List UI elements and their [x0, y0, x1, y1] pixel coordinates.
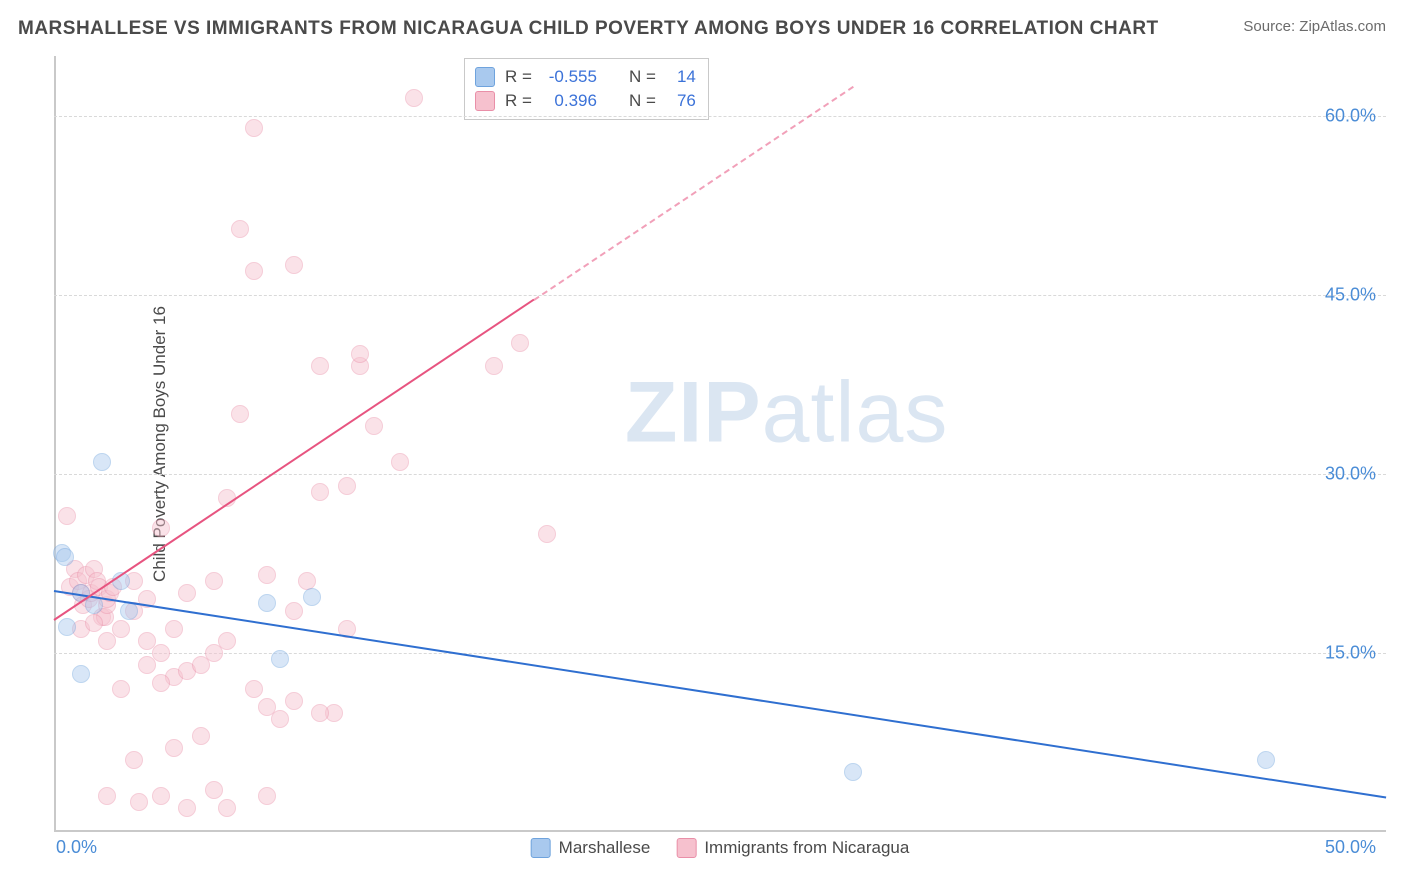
n-value: 76 [666, 91, 696, 111]
scatter-point [351, 345, 369, 363]
scatter-point [258, 566, 276, 584]
scatter-point [365, 417, 383, 435]
scatter-point [311, 357, 329, 375]
series-swatch [475, 67, 495, 87]
n-value: 14 [666, 67, 696, 87]
scatter-point [245, 119, 263, 137]
scatter-point [58, 507, 76, 525]
legend-label: Marshallese [559, 838, 651, 858]
chart-area: Child Poverty Among Boys Under 16 ZIPatl… [50, 56, 1386, 832]
scatter-point [98, 787, 116, 805]
legend-label: Immigrants from Nicaragua [704, 838, 909, 858]
correlation-stats-box: R = -0.555 N = 14 R = 0.396 N = 76 [464, 58, 709, 120]
x-tick-max: 50.0% [1325, 837, 1376, 858]
scatter-point [285, 602, 303, 620]
scatter-point [178, 799, 196, 817]
scatter-point [152, 674, 170, 692]
scatter-point [485, 357, 503, 375]
y-tick-label: 45.0% [1325, 284, 1376, 305]
stat-row: R = 0.396 N = 76 [475, 89, 696, 113]
scatter-point [338, 477, 356, 495]
series-swatch [475, 91, 495, 111]
scatter-point [138, 656, 156, 674]
scatter-point [85, 614, 103, 632]
scatter-point [56, 548, 74, 566]
scatter-point [218, 799, 236, 817]
scatter-point [231, 405, 249, 423]
legend-item: Marshallese [531, 838, 651, 858]
scatter-point [112, 680, 130, 698]
scatter-point [120, 602, 138, 620]
watermark-bold: ZIP [625, 364, 762, 460]
gridline [54, 474, 1386, 475]
scatter-point [405, 89, 423, 107]
scatter-point [178, 584, 196, 602]
scatter-point [1257, 751, 1275, 769]
scatter-point [391, 453, 409, 471]
scatter-point [538, 525, 556, 543]
scatter-point [72, 665, 90, 683]
scatter-point [311, 483, 329, 501]
scatter-point [231, 220, 249, 238]
gridline [54, 295, 1386, 296]
scatter-point [165, 739, 183, 757]
scatter-point [258, 594, 276, 612]
trend-line [53, 299, 534, 621]
scatter-point [58, 618, 76, 636]
y-tick-label: 15.0% [1325, 642, 1376, 663]
chart-title: MARSHALLESE VS IMMIGRANTS FROM NICARAGUA… [18, 18, 1159, 40]
scatter-point [245, 680, 263, 698]
x-axis-line [54, 830, 1386, 832]
legend-item: Immigrants from Nicaragua [676, 838, 909, 858]
r-label: R = [505, 91, 532, 111]
r-label: R = [505, 67, 532, 87]
scatter-point [93, 453, 111, 471]
scatter-point [205, 572, 223, 590]
scatter-point [271, 650, 289, 668]
scatter-point [285, 692, 303, 710]
scatter-point [311, 704, 329, 722]
scatter-point [112, 620, 130, 638]
scatter-point [152, 519, 170, 537]
scatter-plot: ZIPatlas 0.0% 50.0% R =-0.555N =14R =0.3… [54, 56, 1386, 832]
scatter-point [218, 632, 236, 650]
scatter-point [511, 334, 529, 352]
r-value: -0.555 [542, 67, 597, 87]
r-value: 0.396 [542, 91, 597, 111]
y-tick-label: 30.0% [1325, 463, 1376, 484]
x-tick-min: 0.0% [56, 837, 97, 858]
scatter-point [205, 781, 223, 799]
source-link[interactable]: ZipAtlas.com [1299, 18, 1386, 35]
source-attribution: Source: ZipAtlas.com [1243, 18, 1386, 35]
source-label: Source: [1243, 18, 1295, 35]
legend-swatch [531, 838, 551, 858]
scatter-point [245, 262, 263, 280]
gridline [54, 653, 1386, 654]
scatter-point [165, 620, 183, 638]
watermark-light: atlas [762, 364, 949, 460]
legend-swatch [676, 838, 696, 858]
scatter-point [192, 727, 210, 745]
scatter-point [844, 763, 862, 781]
y-tick-label: 60.0% [1325, 105, 1376, 126]
scatter-point [271, 710, 289, 728]
x-legend: Marshallese Immigrants from Nicaragua [531, 838, 910, 858]
scatter-point [285, 256, 303, 274]
gridline [54, 116, 1386, 117]
scatter-point [130, 793, 148, 811]
watermark: ZIPatlas [625, 363, 948, 462]
scatter-point [125, 751, 143, 769]
n-label: N = [629, 91, 656, 111]
scatter-point [152, 787, 170, 805]
n-label: N = [629, 67, 656, 87]
scatter-point [258, 787, 276, 805]
stat-row: R = -0.555 N = 14 [475, 65, 696, 89]
scatter-point [303, 588, 321, 606]
y-axis-line [54, 56, 56, 832]
